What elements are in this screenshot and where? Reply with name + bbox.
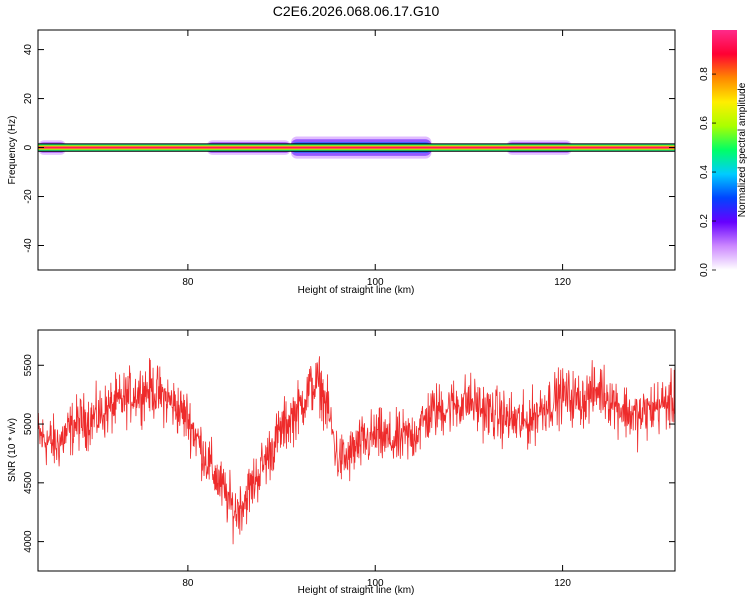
colorbar-tick-label: 0.0 <box>699 263 710 277</box>
x-tick-label: 100 <box>367 277 384 288</box>
y-tick-label: -20 <box>23 189 34 204</box>
colorbar-tick-label: 0.6 <box>699 116 710 130</box>
x-tick-label: 100 <box>367 578 384 589</box>
x-tick-label: 120 <box>554 277 571 288</box>
snr-x-axis-label: Height of straight line (km) <box>298 585 415 596</box>
spectrogram-panel: 80 100 120 40 20 0 -20 -40 Height of straight … <box>7 29 676 296</box>
y-tick-label: -40 <box>23 238 34 253</box>
colorbar-label: Normalized spectral amplitude <box>737 82 748 217</box>
snr-frame <box>37 329 676 572</box>
snr-plot-area <box>38 330 675 571</box>
spectrogram-y-axis-label: Frequency (Hz) <box>7 116 18 185</box>
figure-title: C2E6.2026.068.06.17.G10 <box>273 3 440 19</box>
snr-y-axis-label: SNR (10 * v/v) <box>7 418 18 482</box>
y-tick-label: 4500 <box>23 471 34 494</box>
y-tick-label: 20 <box>23 93 34 105</box>
y-tick-label: 4000 <box>23 530 34 553</box>
spectrogram-band <box>38 136 675 159</box>
colorbar-tick-label: 0.4 <box>699 165 710 179</box>
x-tick-label: 80 <box>182 578 194 589</box>
snr-series-line <box>38 356 675 545</box>
y-tick-label: 5500 <box>23 354 34 377</box>
spectrogram-x-axis-label: Height of straight line (km) <box>298 285 415 296</box>
colorbar-gradient <box>712 30 737 270</box>
x-tick-label: 80 <box>182 277 194 288</box>
colorbar: 0.0 0.2 0.4 0.6 0.8 Normalized spectral ampl… <box>699 30 748 277</box>
x-tick-label: 120 <box>554 578 571 589</box>
colorbar-tick-label: 0.8 <box>699 67 710 81</box>
colorbar-tick-label: 0.2 <box>699 214 710 228</box>
y-tick-label: 0 <box>23 144 34 150</box>
y-tick-label: 5000 <box>23 412 34 435</box>
snr-panel: 80 100 120 5500 5000 4500 4000 Height of stra… <box>7 329 676 596</box>
y-tick-label: 40 <box>23 44 34 56</box>
spectral-band-layer <box>38 146 675 149</box>
spectrogram-frame <box>37 29 676 271</box>
